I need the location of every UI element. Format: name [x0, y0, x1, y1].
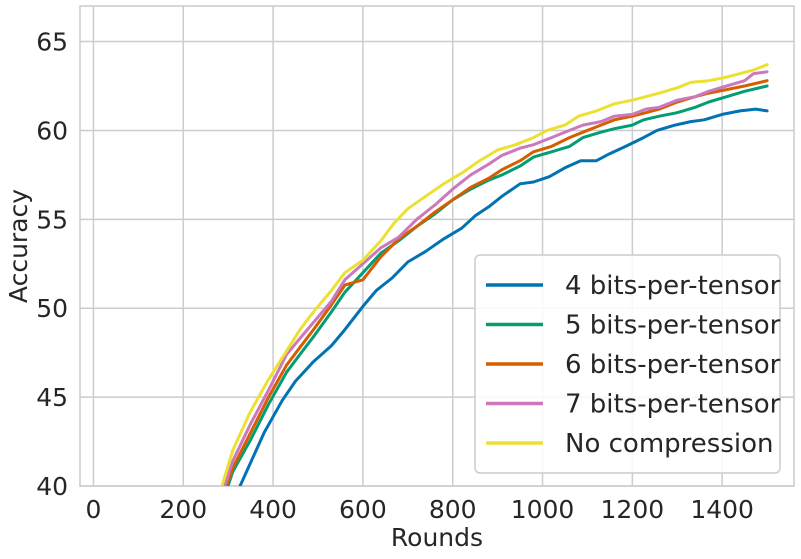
series-line: [224, 79, 769, 486]
y-axis-label: Accuracy: [4, 189, 33, 303]
legend-box: [474, 254, 781, 474]
x-tick-label: 1000: [511, 495, 575, 524]
legend-label: 7 bits-per-tensor: [565, 390, 781, 420]
y-tick-label: 60: [36, 116, 68, 145]
y-tick-label: 45: [36, 383, 68, 412]
legend-label: 5 bits-per-tensor: [565, 311, 781, 341]
series-group: [220, 63, 769, 486]
series-line: [223, 70, 769, 486]
x-tick-label: 1200: [601, 495, 665, 524]
x-axis-label: Rounds: [391, 523, 483, 552]
y-tick-label: 65: [36, 28, 68, 57]
x-tick-label: 1400: [690, 495, 754, 524]
y-tick-label: 55: [36, 205, 68, 234]
plot-frame: [79, 5, 795, 487]
tick-labels: 0 200 400 600 800 1000 1200 1400 40 45 50 55 60 65: [36, 28, 754, 524]
x-tick-label: 800: [429, 495, 477, 524]
series-line: [238, 107, 769, 486]
x-tick-label: 200: [159, 495, 207, 524]
legend-label: 6 bits-per-tensor: [565, 350, 781, 380]
x-tick-label: 0: [86, 495, 102, 524]
legend-label: No compression: [565, 429, 773, 459]
x-tick-label: 400: [249, 495, 297, 524]
series-line: [220, 63, 769, 486]
y-tick-label: 40: [36, 472, 68, 501]
y-tick-label: 50: [36, 294, 68, 323]
x-tick-label: 600: [339, 495, 387, 524]
legend-label: 4 bits-per-tensor: [565, 271, 781, 301]
legend: 4 bits-per-tensor 5 bits-per-tensor 6 bits…: [474, 254, 781, 474]
series-line: [226, 84, 769, 486]
